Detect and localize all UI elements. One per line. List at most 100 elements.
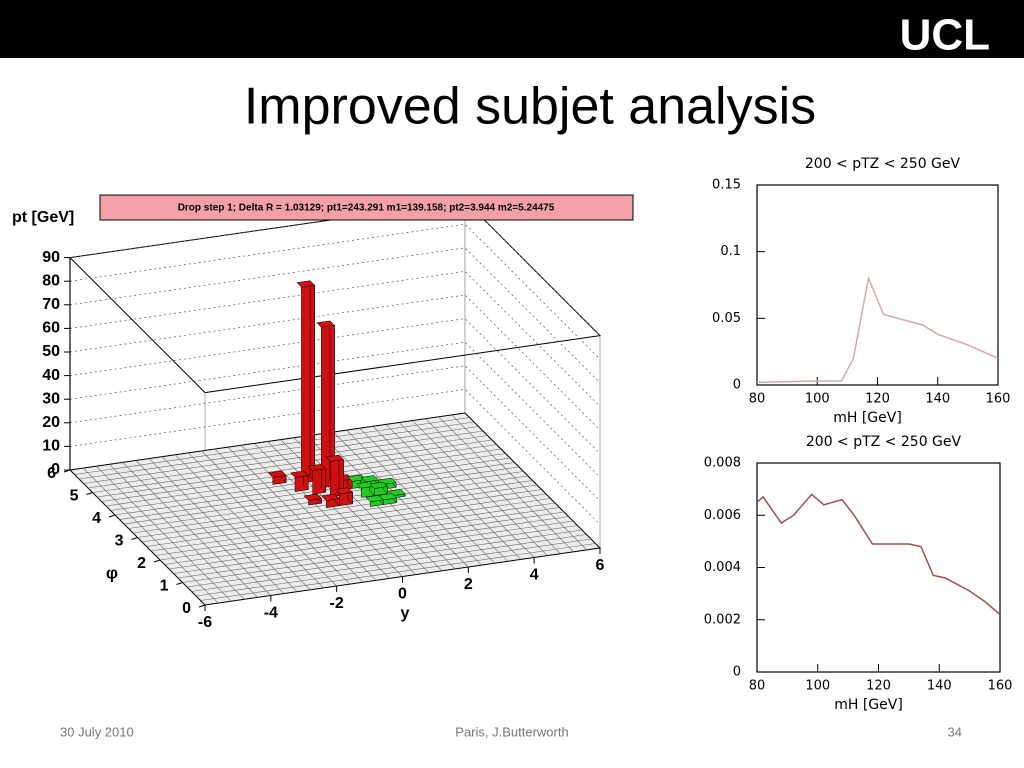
line-series	[756, 275, 999, 384]
title-box	[99, 194, 634, 221]
grid-line	[69, 200, 601, 336]
y-tick-label: 0	[733, 665, 741, 680]
grid-line	[69, 294, 601, 431]
slide-title: Improved subjet analysis	[244, 78, 816, 136]
tower	[321, 493, 340, 508]
tower-top	[360, 475, 380, 483]
y-tick-label: 0.004	[704, 560, 741, 575]
z-tick-label: 0	[51, 461, 60, 478]
lego-title: Drop step 1; Delta R = 1.03129; pt1=243.…	[178, 203, 555, 214]
tower-top	[369, 481, 389, 489]
y-tick	[176, 582, 183, 585]
x-tick-label: 6	[596, 557, 605, 574]
y-tick-label: 4	[92, 510, 101, 527]
z-tick-label: 40	[42, 367, 60, 384]
z-tick-label: 90	[42, 249, 60, 266]
y-axis-label: φ	[106, 563, 118, 582]
x-tick-label: 80	[749, 392, 766, 407]
tower-top	[303, 493, 323, 501]
grid-line	[69, 318, 601, 454]
x-tick-label: 100	[805, 392, 830, 407]
header-band	[0, 0, 1024, 58]
x-tick-label: -2	[330, 595, 344, 612]
tower-top	[307, 463, 327, 471]
tower-top	[347, 474, 366, 482]
y-tick-label: 0.15	[712, 178, 741, 193]
tower-top	[289, 470, 309, 478]
x-tick-label: 120	[865, 392, 890, 407]
tower	[267, 470, 287, 485]
y-tick	[108, 514, 116, 518]
plot-frame	[756, 184, 999, 386]
x-axis-label: mH [GeV]	[833, 410, 902, 426]
tower	[334, 486, 354, 507]
floor-mesh	[425, 418, 561, 554]
grid-line	[69, 223, 601, 360]
x-tick-label: -6	[198, 614, 212, 631]
x-tick-label: 140	[925, 392, 950, 407]
x-tick-label: 160	[988, 679, 1013, 694]
y-tick-label: 0.002	[704, 612, 741, 627]
y-tick-label: 0.1	[720, 244, 741, 259]
plot-frame	[756, 462, 1001, 673]
floor-mesh	[78, 421, 475, 480]
footer-date: 30 July 2010	[60, 724, 134, 739]
floor-mesh	[74, 417, 470, 475]
line-series	[756, 493, 1001, 616]
y-tick	[153, 559, 161, 563]
floor-mesh	[451, 414, 588, 551]
x-tick-label: 4	[530, 567, 539, 584]
x-axis-label: y	[401, 605, 410, 622]
tower-top	[325, 454, 345, 462]
x-tick-label: 100	[805, 679, 830, 694]
x-tick-label: 120	[866, 679, 891, 694]
y-tick	[86, 492, 93, 495]
y-tick-label: 1	[160, 578, 169, 595]
y-tick-label: 3	[115, 533, 124, 550]
plot-title: 200 < pTZ < 250 GeV	[805, 156, 961, 172]
tower-top	[356, 481, 375, 489]
floor-mesh	[83, 426, 479, 484]
z-tick-label: 70	[42, 296, 60, 313]
grid-line	[69, 247, 601, 384]
tower-top	[334, 487, 354, 495]
y-tick-label: 0.006	[704, 508, 741, 523]
y-tick-label: 0	[182, 600, 191, 617]
logo: UCL	[900, 11, 990, 60]
tower-top	[316, 320, 336, 328]
x-tick-label: 0	[398, 586, 407, 603]
grid-line	[69, 271, 601, 407]
x-tick-label: -4	[264, 605, 278, 622]
y-tick-label: 0.05	[712, 311, 741, 326]
floor-mesh	[438, 416, 574, 553]
y-tick-label: 0	[733, 378, 741, 393]
floor-mesh	[412, 420, 548, 556]
y-tick-label: 5	[70, 488, 79, 505]
z-tick-label: 80	[42, 272, 60, 289]
x-tick-label: 2	[464, 576, 473, 593]
grid-line	[69, 341, 601, 478]
tower	[296, 280, 316, 484]
y-tick	[63, 469, 71, 473]
footer-author: Paris, J.Butterworth	[455, 724, 568, 739]
tower	[303, 493, 323, 506]
tower	[289, 470, 309, 492]
y-tick	[131, 537, 138, 540]
floor-mesh	[87, 430, 484, 489]
footer-page: 34	[948, 724, 962, 739]
x-tick-label: 160	[986, 392, 1011, 407]
z-tick-label: 10	[42, 438, 60, 455]
tower-top	[378, 493, 398, 501]
floor-mesh	[92, 435, 488, 493]
z-tick-label: 20	[42, 414, 60, 431]
tower	[369, 481, 389, 496]
z-tick-label: 50	[42, 343, 60, 360]
grid-line	[69, 365, 601, 502]
tower	[378, 492, 398, 505]
x-tick-label: 80	[749, 679, 766, 694]
tower	[325, 454, 345, 498]
y-tick-label: 0.008	[704, 456, 741, 471]
y-tick-label: 6	[47, 465, 56, 482]
